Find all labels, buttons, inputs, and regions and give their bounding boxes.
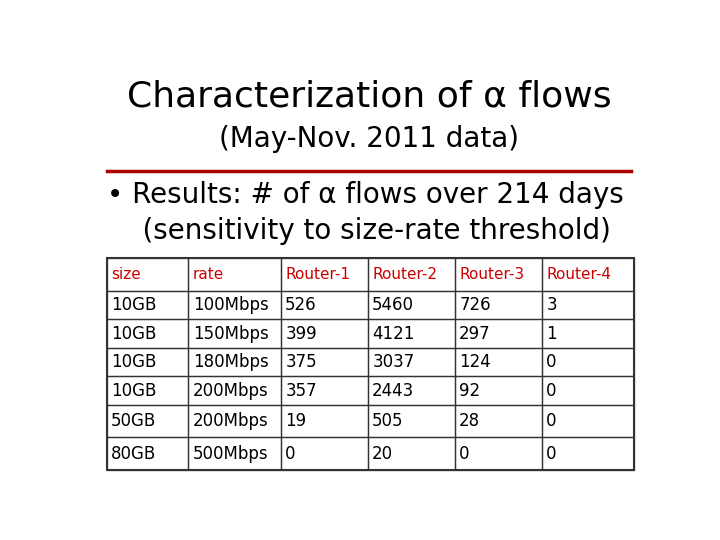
- Bar: [107, 405, 189, 437]
- Bar: [455, 376, 541, 405]
- Text: 0: 0: [546, 381, 557, 400]
- Text: 1: 1: [546, 325, 557, 342]
- Bar: [455, 258, 541, 291]
- Text: 28: 28: [459, 412, 480, 430]
- Bar: [189, 258, 281, 291]
- Bar: [368, 405, 455, 437]
- Text: 10GB: 10GB: [111, 325, 156, 342]
- Bar: [455, 437, 541, 470]
- Bar: [281, 291, 368, 319]
- Bar: [189, 291, 281, 319]
- Text: 726: 726: [459, 296, 491, 314]
- Bar: [189, 319, 281, 348]
- Bar: [368, 258, 455, 291]
- Bar: [107, 348, 189, 376]
- Text: rate: rate: [193, 267, 224, 282]
- Bar: [368, 319, 455, 348]
- Text: (sensitivity to size-rate threshold): (sensitivity to size-rate threshold): [107, 217, 611, 245]
- Bar: [455, 405, 541, 437]
- Text: 80GB: 80GB: [111, 445, 156, 463]
- Text: 92: 92: [459, 381, 480, 400]
- Text: 10GB: 10GB: [111, 296, 156, 314]
- Bar: [541, 437, 634, 470]
- Bar: [107, 258, 189, 291]
- Bar: [541, 291, 634, 319]
- Text: 357: 357: [285, 381, 317, 400]
- Text: 3037: 3037: [372, 353, 415, 371]
- Text: size: size: [111, 267, 141, 282]
- Text: Router-2: Router-2: [372, 267, 437, 282]
- Bar: [107, 376, 189, 405]
- Bar: [541, 376, 634, 405]
- Text: (May-Nov. 2011 data): (May-Nov. 2011 data): [219, 125, 519, 153]
- Text: • Results: # of α flows over 214 days: • Results: # of α flows over 214 days: [107, 181, 624, 209]
- Text: 10GB: 10GB: [111, 381, 156, 400]
- Bar: [281, 376, 368, 405]
- Bar: [189, 376, 281, 405]
- Bar: [368, 348, 455, 376]
- Text: 200Mbps: 200Mbps: [193, 381, 269, 400]
- Bar: [368, 291, 455, 319]
- Text: 10GB: 10GB: [111, 353, 156, 371]
- Text: 297: 297: [459, 325, 491, 342]
- Text: 526: 526: [285, 296, 317, 314]
- Bar: [368, 437, 455, 470]
- Text: Router-3: Router-3: [459, 267, 524, 282]
- Bar: [541, 348, 634, 376]
- Text: 0: 0: [459, 445, 469, 463]
- Bar: [368, 376, 455, 405]
- Bar: [107, 437, 189, 470]
- Text: 2443: 2443: [372, 381, 415, 400]
- Text: 0: 0: [546, 412, 557, 430]
- Bar: [541, 405, 634, 437]
- Text: 0: 0: [285, 445, 296, 463]
- Text: 0: 0: [546, 445, 557, 463]
- Bar: [189, 437, 281, 470]
- Text: Router-4: Router-4: [546, 267, 611, 282]
- Bar: [281, 258, 368, 291]
- Text: 150Mbps: 150Mbps: [193, 325, 269, 342]
- Bar: [455, 319, 541, 348]
- Bar: [541, 319, 634, 348]
- Text: Characterization of α flows: Characterization of α flows: [127, 79, 611, 113]
- Text: 4121: 4121: [372, 325, 415, 342]
- Bar: [189, 405, 281, 437]
- Bar: [107, 258, 634, 470]
- Text: 180Mbps: 180Mbps: [193, 353, 269, 371]
- Bar: [455, 291, 541, 319]
- Text: 0: 0: [546, 353, 557, 371]
- Bar: [281, 437, 368, 470]
- Text: 19: 19: [285, 412, 306, 430]
- Bar: [107, 319, 189, 348]
- Bar: [455, 348, 541, 376]
- Bar: [189, 348, 281, 376]
- Text: 200Mbps: 200Mbps: [193, 412, 269, 430]
- Bar: [281, 319, 368, 348]
- Text: 100Mbps: 100Mbps: [193, 296, 269, 314]
- Text: 505: 505: [372, 412, 404, 430]
- Text: 500Mbps: 500Mbps: [193, 445, 269, 463]
- Text: 5460: 5460: [372, 296, 414, 314]
- Bar: [541, 258, 634, 291]
- Bar: [281, 348, 368, 376]
- Text: 50GB: 50GB: [111, 412, 156, 430]
- Text: 124: 124: [459, 353, 491, 371]
- Text: 375: 375: [285, 353, 317, 371]
- Text: 3: 3: [546, 296, 557, 314]
- Text: 399: 399: [285, 325, 317, 342]
- Text: Router-1: Router-1: [285, 267, 350, 282]
- Bar: [281, 405, 368, 437]
- Text: 20: 20: [372, 445, 393, 463]
- Bar: [107, 291, 189, 319]
